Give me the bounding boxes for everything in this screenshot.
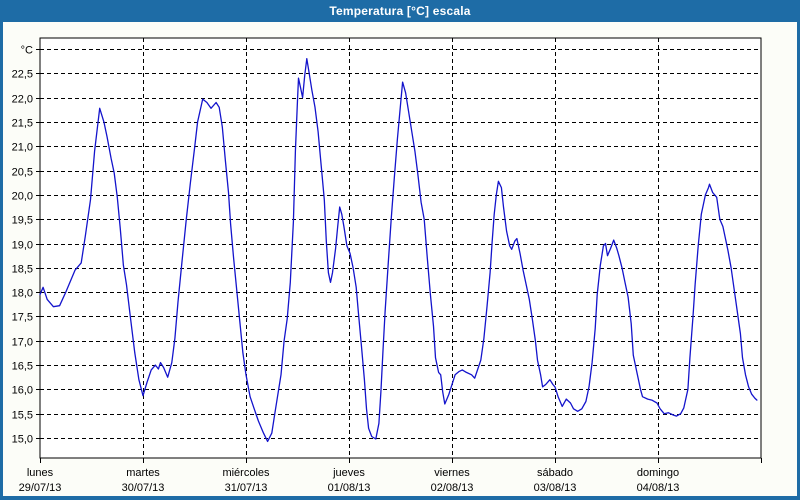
x-date-label: 04/08/13 (637, 482, 680, 494)
x-axis-labels: lunes 29/07/13 martes 30/07/13 miércoles 31/0… (19, 467, 680, 494)
y-tick-label: 21,0 (12, 142, 33, 154)
x-day-label: lunes (27, 467, 54, 479)
y-tick-label: 15,5 (12, 410, 33, 422)
window-title-bar[interactable]: Temperatura [°C] escala (3, 0, 797, 22)
y-tick-label: 20,0 (12, 191, 33, 203)
x-date-label: 30/07/13 (122, 482, 165, 494)
y-tick-label: 20,5 (12, 167, 33, 179)
x-day-label: miércoles (222, 467, 270, 479)
chart-area: 15,0 15,5 16,0 16,5 17,0 17,5 18,0 18,5 19,0 19,5… (3, 22, 797, 496)
y-tick-label: 22,5 (12, 69, 33, 81)
y-tick-label: 15,0 (12, 434, 33, 446)
y-tick-label: 22,0 (12, 94, 33, 106)
gridlines (36, 38, 762, 463)
x-day-label: sábado (537, 467, 573, 479)
x-date-label: 03/08/13 (534, 482, 577, 494)
x-date-label: 01/08/13 (328, 482, 371, 494)
y-tick-label: 18,0 (12, 288, 33, 300)
y-tick-label: 17,5 (12, 312, 33, 324)
temperature-chart: 15,0 15,5 16,0 16,5 17,0 17,5 18,0 18,5 19,0 19,5… (12, 37, 762, 494)
x-date-label: 02/08/13 (431, 482, 474, 494)
y-axis-unit-label: °C (21, 45, 33, 57)
y-tick-label: 21,5 (12, 118, 33, 130)
y-tick-label: 16,0 (12, 385, 33, 397)
temperature-line (39, 58, 758, 443)
window-title: Temperatura [°C] escala (329, 4, 471, 18)
x-date-label: 29/07/13 (19, 482, 62, 494)
x-day-label: jueves (332, 467, 365, 479)
y-axis-labels: 15,0 15,5 16,0 16,5 17,0 17,5 18,0 18,5 19,0 19,5… (12, 45, 33, 446)
y-tick-label: 18,5 (12, 264, 33, 276)
y-tick-label: 16,5 (12, 361, 33, 373)
y-tick-label: 19,5 (12, 215, 33, 227)
x-day-label: domingo (637, 467, 679, 479)
x-day-label: martes (126, 467, 160, 479)
y-tick-label: 17,0 (12, 337, 33, 349)
x-date-label: 31/07/13 (225, 482, 268, 494)
y-tick-label: 19,0 (12, 240, 33, 252)
x-day-label: viernes (434, 467, 470, 479)
